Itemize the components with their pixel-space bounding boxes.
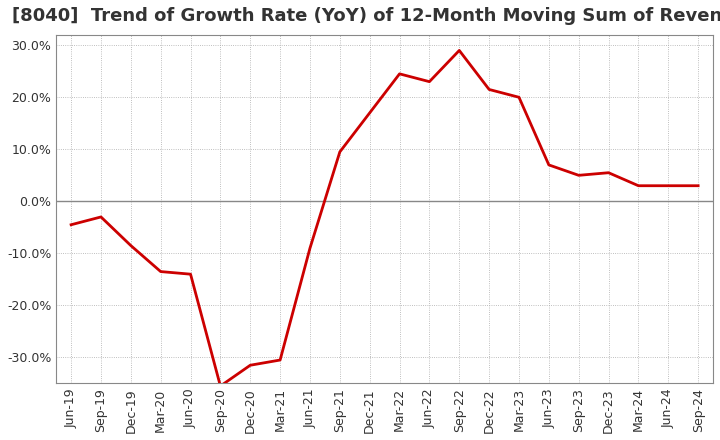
Title: [8040]  Trend of Growth Rate (YoY) of 12-Month Moving Sum of Revenues: [8040] Trend of Growth Rate (YoY) of 12-… [12,7,720,25]
